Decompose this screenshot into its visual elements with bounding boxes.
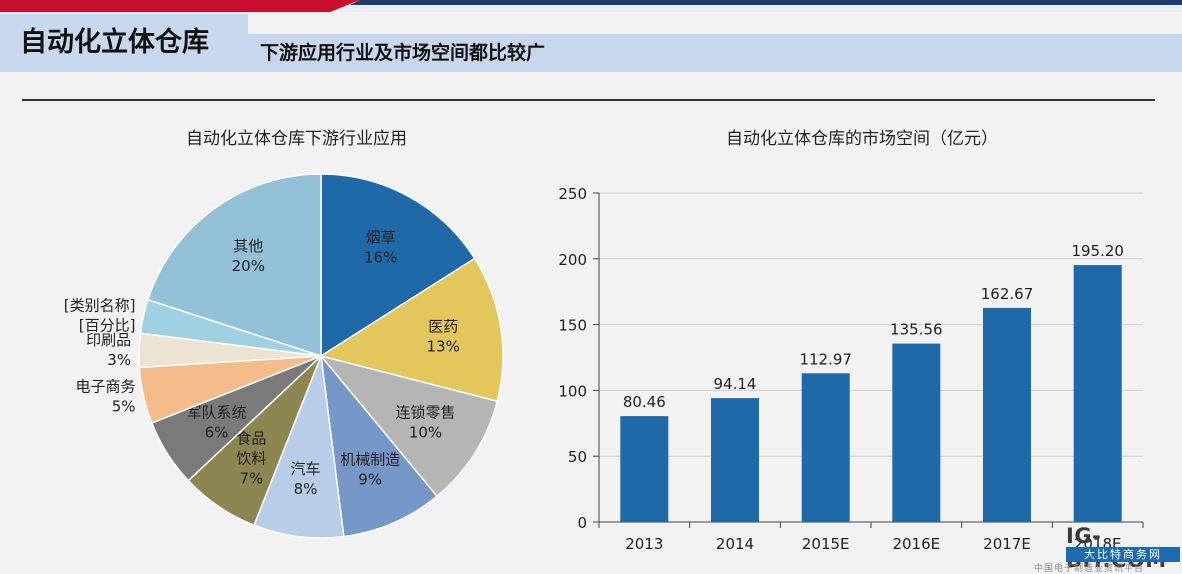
x-tick-label: 2014 <box>716 535 754 553</box>
bar-value-label: 94.14 <box>714 375 757 393</box>
x-tick-label: 2017E <box>983 535 1031 553</box>
pie-label: 7% <box>240 469 264 487</box>
pie-label: 16% <box>364 249 397 267</box>
pie-label: 5% <box>112 398 136 416</box>
header-navy-band <box>350 0 1182 5</box>
x-tick-label: 2016E <box>892 535 940 553</box>
y-tick-label: 0 <box>577 514 587 532</box>
pie-slice <box>320 173 476 358</box>
title-divider <box>22 99 1155 101</box>
pie-label: 汽车 <box>290 460 320 478</box>
pie-label: 9% <box>358 471 382 489</box>
pie-label: [类别名称] <box>64 296 136 314</box>
y-tick-label: 250 <box>558 185 587 203</box>
y-tick-label: 50 <box>568 448 587 466</box>
pie-label: 印刷品 <box>86 331 131 349</box>
bar <box>1073 265 1122 522</box>
pie-label: 饮料 <box>236 449 266 467</box>
bar <box>711 398 759 522</box>
pie-slice <box>253 355 345 539</box>
pie-label: 8% <box>294 480 318 498</box>
x-tick-label: 2015E <box>802 535 850 553</box>
pie-label: 电子商务 <box>75 378 135 396</box>
bar <box>620 416 669 522</box>
pie-label: 烟草 <box>366 229 396 247</box>
pie-slice <box>146 173 322 358</box>
bar-value-label: 195.20 <box>1071 242 1124 260</box>
bar-chart: 0 50 100 150 200 250 80.46 2013 94.14 2014 112.97 2… <box>558 185 1144 553</box>
bar <box>983 307 1031 522</box>
pie-slice <box>319 353 439 538</box>
page-subtitle: 下游应用行业及市场空间都比较广 <box>248 34 1182 72</box>
pie-label: 20% <box>232 257 265 275</box>
y-tick-label: 100 <box>558 382 587 400</box>
pie-label: [百分比] <box>79 316 136 334</box>
bar-chart-title: 自动化立体仓库的市场空间（亿元） <box>726 129 998 149</box>
header-stripe-graphic <box>0 0 1182 12</box>
bar-value-label: 112.97 <box>799 350 852 368</box>
header-stripe <box>0 0 1182 12</box>
page-title: 自动化立体仓库 <box>0 14 248 72</box>
watermark-tag: 大比特商务网 <box>1066 547 1180 562</box>
pie-label: 连锁零售 <box>395 403 455 421</box>
pie-label: 食品 <box>236 429 266 447</box>
pie-label: 机械制造 <box>340 451 400 469</box>
pie-slice <box>319 257 504 403</box>
header-red-band <box>0 0 360 12</box>
pie-label: 13% <box>427 338 460 356</box>
pie-label: 6% <box>205 423 229 441</box>
y-tick-label: 150 <box>558 317 587 335</box>
pie-label: 医药 <box>428 318 458 336</box>
bar <box>892 343 941 522</box>
pie-chart-title: 自动化立体仓库下游行业应用 <box>186 129 407 149</box>
bar-value-label: 135.56 <box>890 321 943 339</box>
bar <box>801 373 850 522</box>
pie-label: 其他 <box>233 237 263 255</box>
pie-label: 10% <box>409 423 442 441</box>
x-tick-label: 2013 <box>625 535 663 553</box>
pie-slice <box>318 354 499 498</box>
pie-label: 3% <box>107 351 131 369</box>
bar-value-label: 162.67 <box>981 285 1034 303</box>
watermark-footer: 中国电子制造业资讯平台 <box>1034 564 1145 574</box>
y-tick-label: 200 <box>558 251 587 269</box>
pie-label: 军队系统 <box>186 403 246 421</box>
bar-value-label: 80.46 <box>623 393 666 411</box>
